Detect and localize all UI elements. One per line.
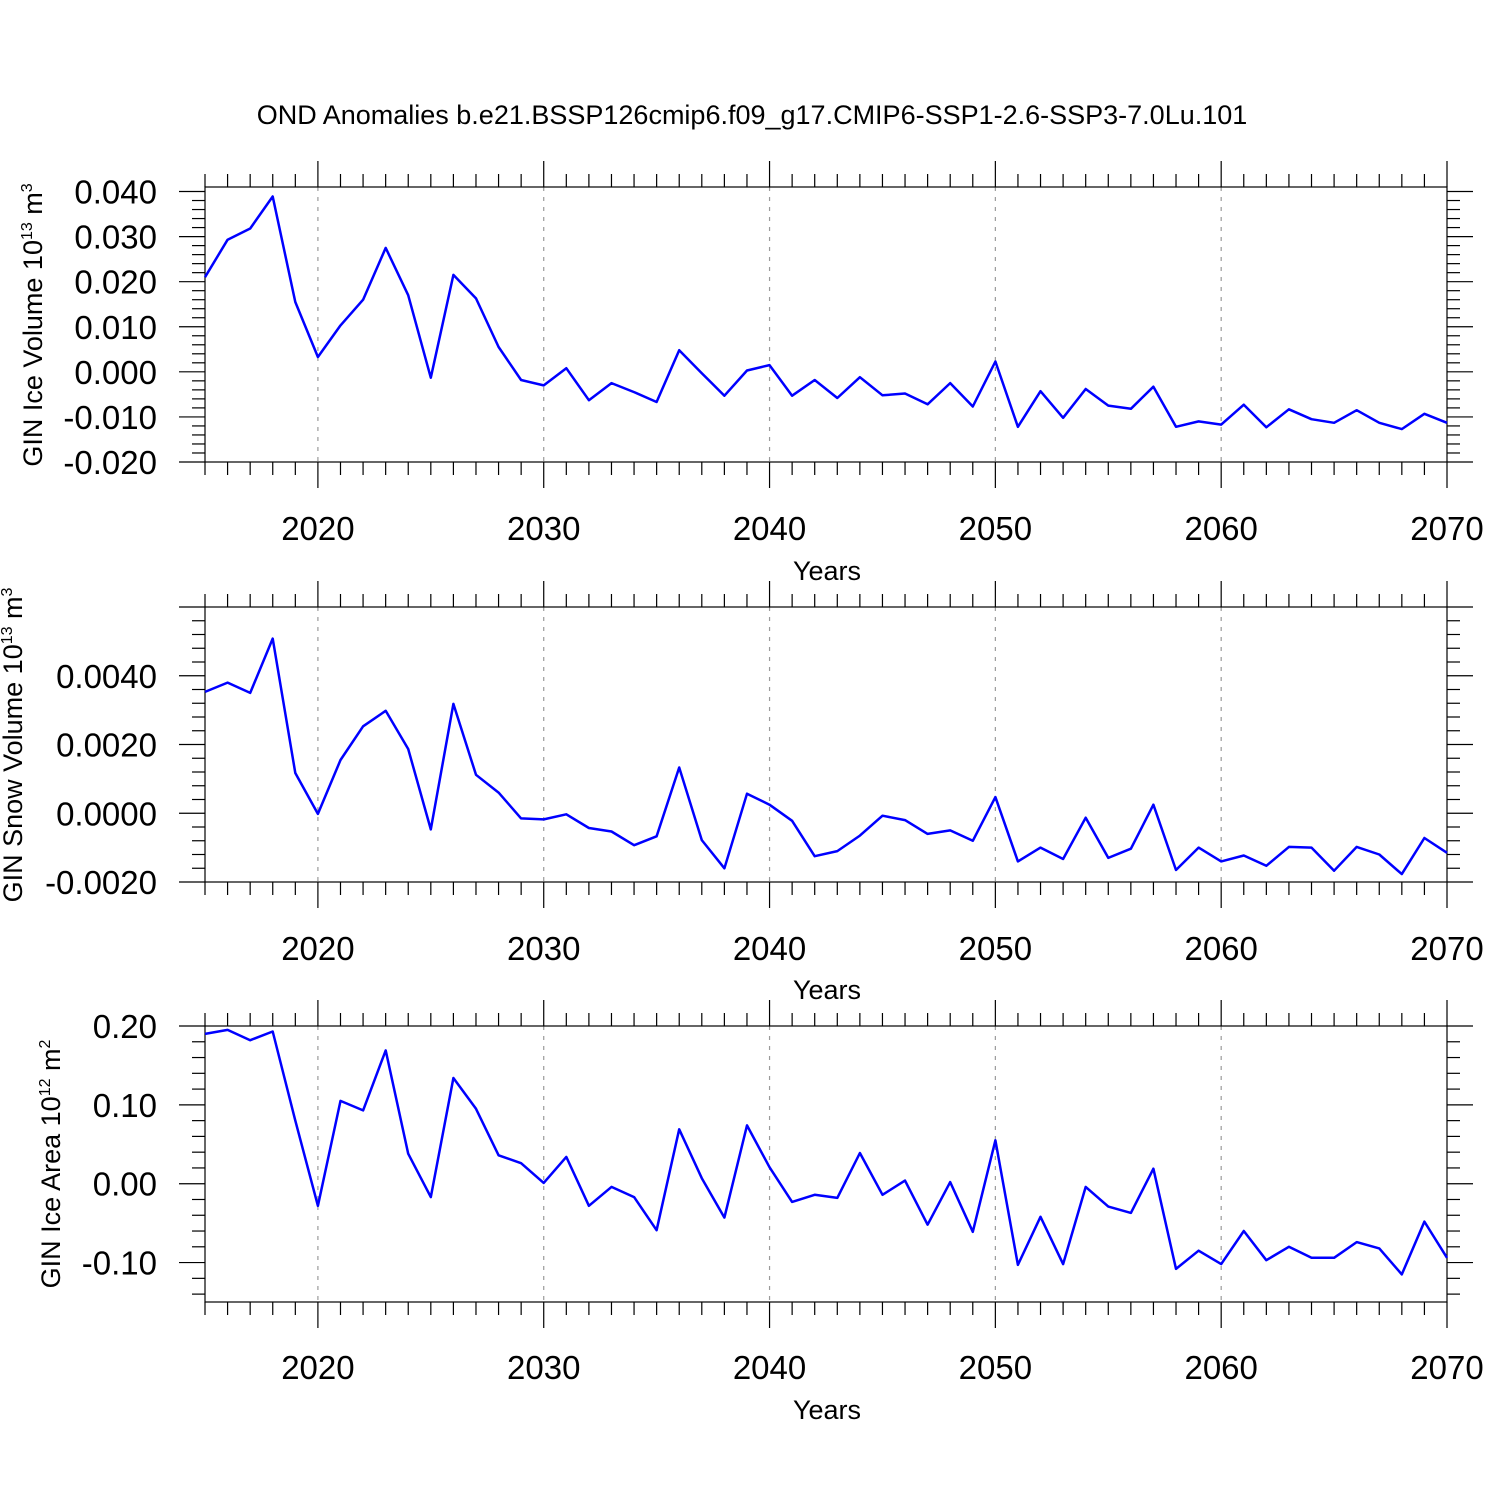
- y-tick-label: -0.0020: [45, 864, 157, 901]
- panel-ice-area: GIN Ice Area 1012 m2 Years 0.20 0.10 0.00 -…: [36, 1000, 1484, 1425]
- x-tick-label: 2060: [1184, 1349, 1257, 1386]
- y-tick-label: -0.10: [82, 1245, 157, 1282]
- chart-title: OND Anomalies b.e21.BSSP126cmip6.f09_g17…: [257, 100, 1248, 130]
- x-tick-label: 2050: [959, 510, 1032, 547]
- y-tick-label: 0.00: [93, 1166, 157, 1203]
- panel-snow-volume: GIN Snow Volume 1013 m3 Years 0.0040 0.00…: [0, 581, 1484, 1005]
- x-tick-label: 2030: [507, 930, 580, 967]
- x-axis-title: Years: [793, 1395, 861, 1425]
- x-tick-label: 2070: [1410, 510, 1483, 547]
- x-axis-title: Years: [793, 975, 861, 1005]
- x-tick-label: 2030: [507, 1349, 580, 1386]
- panel-ice-volume: GIN Ice Volume 1013 m3 Years 0.040 0.030 0…: [18, 161, 1484, 586]
- x-tick-label: 2060: [1184, 510, 1257, 547]
- plot-frame: [204, 1025, 1448, 1303]
- plot-frame: [204, 186, 1448, 463]
- series-line: [204, 637, 1448, 876]
- series-line: [204, 1028, 1449, 1276]
- x-tick-label: 2020: [281, 930, 354, 967]
- y-tick-label: 0.020: [74, 264, 157, 301]
- x-tick-label: 2020: [281, 510, 354, 547]
- x-tick-label: 2070: [1410, 930, 1483, 967]
- y-tick-label: -0.020: [63, 444, 157, 481]
- x-tick-label: 2060: [1184, 930, 1257, 967]
- x-tick-label: 2040: [733, 930, 806, 967]
- x-tick-label: 2020: [281, 1349, 354, 1386]
- y-axis-title: GIN Ice Area 1012 m2: [36, 1040, 66, 1289]
- y-tick-label: 0.20: [93, 1008, 157, 1045]
- y-tick-label: 0.010: [74, 309, 157, 346]
- y-axis-title: GIN Snow Volume 1013 m3: [0, 587, 28, 902]
- x-tick-label: 2030: [507, 510, 580, 547]
- x-tick-label: 2050: [959, 1349, 1032, 1386]
- x-tick-label: 2070: [1410, 1349, 1483, 1386]
- y-tick-label: 0.0020: [56, 727, 157, 764]
- y-tick-label: 0.0000: [56, 795, 157, 832]
- y-axis-title: GIN Ice Volume 1013 m3: [18, 183, 48, 466]
- y-tick-label: 0.10: [93, 1087, 157, 1124]
- x-axis-title: Years: [793, 556, 861, 586]
- x-tick-label: 2040: [733, 510, 806, 547]
- series-line: [203, 195, 1448, 431]
- x-tick-label: 2050: [959, 930, 1032, 967]
- plot-frame: [204, 606, 1448, 883]
- y-tick-label: 0.030: [74, 219, 157, 256]
- y-tick-label: -0.010: [63, 399, 157, 436]
- y-tick-label: 0.0040: [56, 658, 157, 695]
- y-tick-label: 0.000: [74, 354, 157, 391]
- y-tick-label: 0.040: [74, 174, 157, 211]
- x-tick-label: 2040: [733, 1349, 806, 1386]
